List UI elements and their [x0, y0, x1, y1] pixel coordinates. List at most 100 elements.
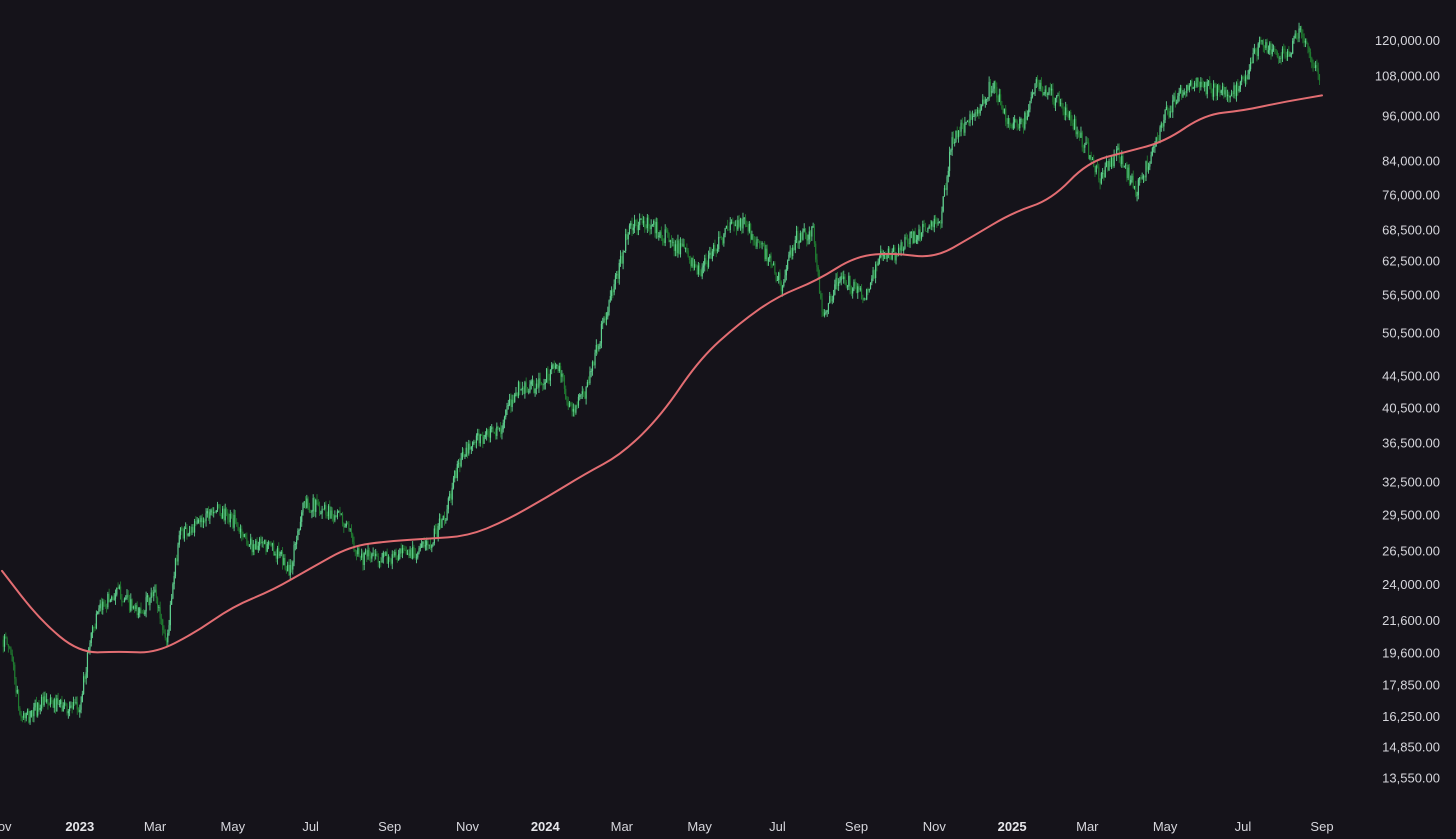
candle-body: [1080, 132, 1082, 138]
candle-body: [890, 255, 892, 260]
candle-body: [511, 399, 513, 408]
candle-body: [1311, 58, 1313, 63]
candle-body: [307, 498, 309, 506]
candle-body: [767, 258, 770, 262]
candle-body: [792, 247, 794, 257]
candle-body: [1019, 119, 1021, 129]
candle-body: [28, 710, 30, 723]
candle-body: [1141, 177, 1143, 179]
candle-body: [1186, 85, 1188, 94]
candle-body: [420, 543, 423, 548]
candle-body: [1302, 33, 1304, 38]
candle-body: [979, 109, 981, 114]
candle-body: [17, 689, 20, 709]
candle-body: [1123, 165, 1125, 167]
candle-body: [727, 225, 729, 230]
candle-body: [961, 122, 963, 125]
candle-body: [396, 557, 398, 561]
candle-body: [940, 221, 942, 224]
candle-body: [533, 380, 535, 394]
candle-body: [32, 710, 34, 717]
candle-body: [233, 515, 235, 528]
candle-body: [127, 594, 129, 598]
candle-body: [111, 596, 113, 601]
candle-body: [345, 523, 347, 527]
candle-body: [668, 233, 670, 243]
candle-body: [849, 275, 851, 291]
candle-body: [747, 226, 749, 232]
candle-body: [1244, 76, 1247, 82]
candle-body: [869, 282, 872, 290]
candle-body: [259, 538, 261, 546]
candle-group: [2, 22, 1321, 725]
candle-body: [238, 527, 240, 533]
candle-body: [447, 498, 449, 510]
candle-body: [1056, 95, 1058, 99]
candle-body: [1003, 108, 1006, 114]
candle-body: [608, 300, 610, 312]
candle-body: [376, 553, 378, 557]
candle-body: [628, 225, 631, 235]
y-tick-label: 36,500.00: [1382, 435, 1440, 450]
candle-body: [646, 217, 648, 229]
candle-body: [600, 323, 603, 344]
candle-body: [149, 597, 151, 606]
candle-body: [1181, 88, 1183, 97]
candle-body: [864, 298, 867, 300]
candle-body: [1229, 95, 1231, 98]
candle-body: [572, 408, 574, 412]
candle-body: [128, 597, 131, 611]
candle-body: [630, 223, 632, 226]
candle-body: [544, 382, 546, 385]
candle-body: [771, 264, 773, 266]
candle-body: [52, 702, 54, 708]
candle-body: [248, 544, 251, 546]
candle-body: [1179, 88, 1182, 92]
candle-body: [1195, 82, 1197, 87]
candle-body: [563, 377, 566, 389]
candle-body: [121, 599, 123, 602]
candle-body: [220, 514, 222, 519]
candle-body: [1122, 156, 1124, 167]
candle-body: [1279, 57, 1281, 59]
candle-body: [707, 254, 710, 267]
candle-body: [1238, 88, 1240, 91]
candle-body: [353, 541, 355, 550]
candle-body: [567, 402, 569, 407]
candle-body: [596, 344, 599, 350]
candle-body: [1193, 82, 1196, 88]
candle-body: [545, 368, 548, 383]
candle-body: [693, 264, 696, 268]
candle-body: [85, 672, 87, 679]
candle-body: [239, 528, 242, 533]
time-axis[interactable]: Nov 2023 Mar May Jul Sep Nov 2024 Mar May Jul Sep No…: [0, 819, 1334, 834]
candle-body: [395, 551, 397, 558]
candle-body: [16, 689, 18, 693]
candle-body: [489, 428, 492, 438]
candle-body: [311, 511, 313, 513]
candle-body: [938, 221, 940, 223]
candle-body: [378, 561, 381, 563]
candle-body: [798, 242, 800, 244]
candle-body: [139, 608, 141, 614]
candle-body: [696, 267, 698, 275]
candle-body: [846, 286, 849, 288]
price-axis[interactable]: 120,000.00 108,000.00 96,000.00 84,000.00 76…: [1375, 33, 1440, 785]
candle-body: [76, 702, 78, 710]
candle-body: [193, 521, 196, 533]
candle-body: [644, 220, 646, 228]
candle-body: [956, 130, 958, 138]
candle-body: [503, 416, 506, 423]
candle-body: [618, 262, 620, 279]
candle-body: [93, 626, 95, 628]
candle-body: [1053, 101, 1055, 106]
candle-body: [211, 510, 214, 514]
candle-body: [891, 251, 893, 260]
candle-body: [102, 601, 104, 610]
candle-body: [947, 170, 949, 177]
candle-body: [650, 225, 652, 230]
candle-body: [1165, 106, 1168, 110]
candle-body: [123, 598, 126, 602]
